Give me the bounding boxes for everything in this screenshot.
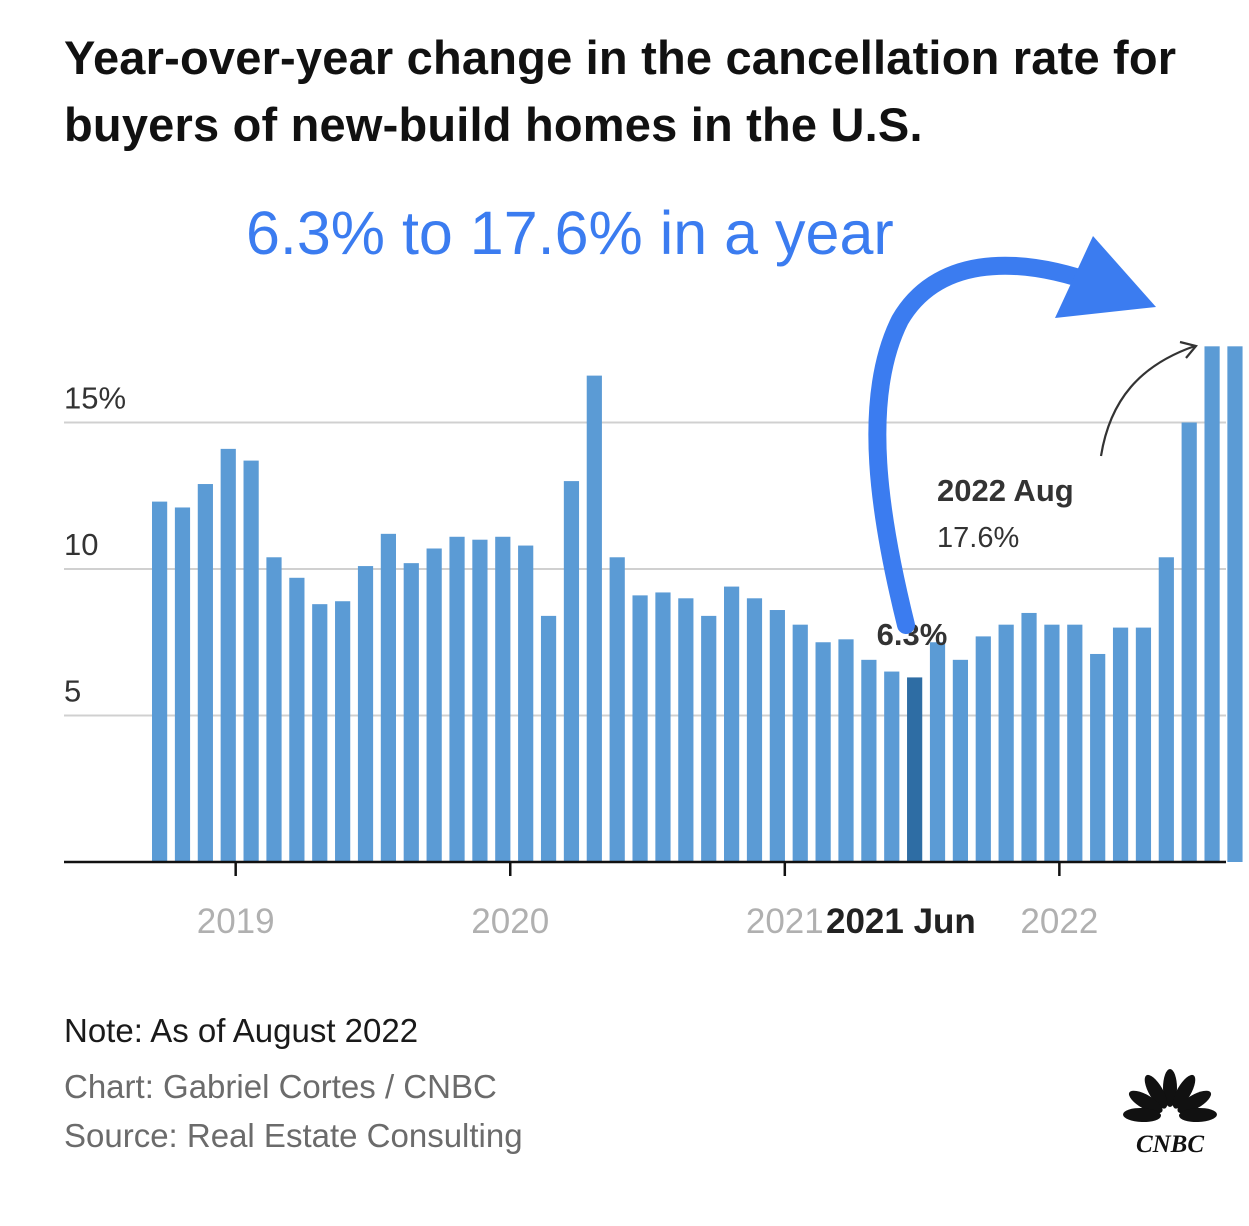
bar [540, 615, 557, 862]
logo-text: CNBC [1136, 1131, 1204, 1158]
big-blue-arrow [868, 256, 1109, 634]
x-tick-label: 2020 [471, 902, 549, 941]
bar [861, 659, 877, 862]
annotation-aug-value: 17.6% [937, 522, 1019, 554]
bar [426, 548, 442, 862]
bar [266, 557, 282, 862]
bar [586, 375, 602, 862]
bar [403, 563, 419, 862]
bar [838, 639, 854, 862]
bar [746, 598, 763, 862]
bar [335, 601, 351, 862]
bar [380, 533, 396, 862]
bar [449, 536, 465, 862]
bar [678, 598, 694, 862]
x-axis-labels: 2019 2020 2021 2022 [197, 902, 1099, 941]
y-tick-label: 15% [64, 381, 126, 416]
x-tick-label: 2021 [746, 902, 824, 941]
footer-source: Source: Real Estate Consulting [64, 1117, 523, 1154]
bar [884, 671, 900, 862]
footer-chart-credit: Chart: Gabriel Cortes / CNBC [64, 1068, 497, 1105]
bar [907, 677, 923, 862]
annotation-aug-arrow [1099, 344, 1196, 457]
bar [312, 604, 328, 862]
bar [1090, 653, 1106, 862]
annotation-jun-label: 2021 Jun [826, 902, 976, 941]
bar [609, 557, 625, 862]
y-axis-labels: 5 10 15% [64, 381, 126, 709]
bar [174, 507, 191, 862]
bar [769, 610, 785, 862]
chart-title: Year-over-year change in the cancellatio… [64, 31, 1177, 151]
bar [518, 545, 534, 862]
bar [1181, 422, 1197, 862]
footer-note: Note: As of August 2022 [64, 1012, 419, 1049]
bar [655, 592, 671, 862]
bar [815, 642, 831, 862]
annotation-headline: 6.3% to 17.6% in a year [246, 199, 894, 267]
bar [197, 484, 213, 862]
x-tick-label: 2022 [1020, 902, 1098, 941]
bar [929, 642, 946, 862]
bar [1067, 624, 1083, 862]
bar [1135, 627, 1152, 862]
peacock-icon [1123, 1069, 1217, 1123]
bar [1204, 346, 1220, 862]
bar [975, 636, 991, 862]
x-axis [64, 860, 1226, 876]
y-tick-label: 5 [64, 674, 81, 709]
bar [632, 595, 648, 862]
bar [792, 624, 808, 862]
bar [243, 460, 259, 862]
bar [1112, 627, 1129, 862]
bar [472, 539, 488, 862]
bar [357, 566, 374, 862]
annotation-aug-label: 2022 Aug [937, 473, 1074, 508]
bar [1021, 612, 1037, 862]
bar [220, 448, 236, 862]
bar [998, 624, 1014, 862]
cnbc-logo: CNBC [1123, 1069, 1217, 1158]
bar [1227, 346, 1243, 862]
bar [1044, 624, 1060, 862]
y-tick-label: 10 [64, 527, 98, 562]
bar [952, 659, 968, 862]
bar [563, 481, 580, 862]
big-blue-arrowhead [1055, 236, 1156, 318]
bar [701, 615, 717, 862]
bar [495, 536, 511, 862]
bars [152, 346, 1243, 862]
bar [152, 501, 168, 862]
bar [724, 586, 740, 862]
annotation-aug-arrowhead [1179, 340, 1198, 359]
x-tick-label: 2019 [197, 902, 275, 941]
bar [289, 577, 305, 862]
bar [1158, 557, 1174, 862]
jun-label-backdrop [825, 895, 1007, 945]
